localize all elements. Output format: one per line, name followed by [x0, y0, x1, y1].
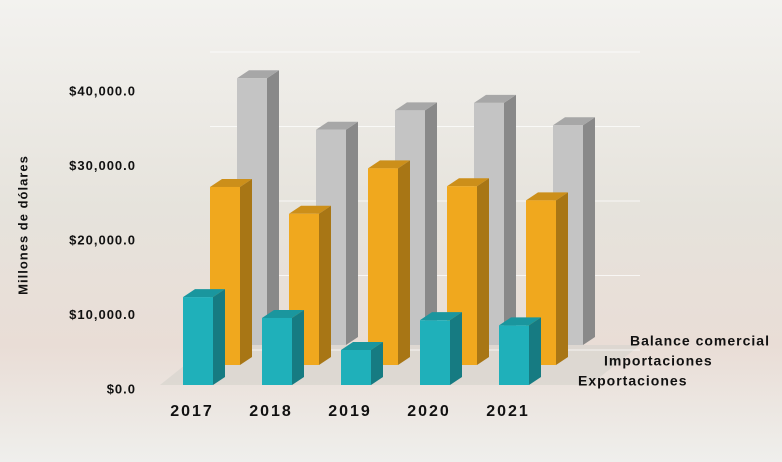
y-tick-label: $30,000.0 — [69, 158, 136, 173]
bar-top — [341, 341, 383, 350]
y-tick-label: $40,000.0 — [69, 83, 136, 98]
bar-side — [319, 205, 331, 365]
bar-top — [316, 121, 358, 130]
bar-top — [368, 160, 410, 169]
y-tick-label: $20,000.0 — [69, 232, 136, 247]
bar — [341, 349, 371, 385]
legend-label: Balance comercial — [630, 333, 770, 349]
bar-side — [346, 121, 358, 345]
bar-side — [267, 70, 279, 345]
bar-side — [398, 160, 410, 365]
bar-side — [213, 289, 225, 385]
bar-top — [262, 309, 304, 318]
bar-top — [526, 192, 568, 201]
bar — [368, 168, 398, 365]
bar-side — [556, 192, 568, 365]
bar-side — [240, 178, 252, 365]
x-tick-label: 2019 — [328, 403, 372, 420]
bar-side — [477, 178, 489, 365]
bar-top — [553, 117, 595, 126]
x-tick-label: 2018 — [249, 403, 293, 420]
bar-top — [447, 178, 489, 187]
bar-side — [450, 312, 462, 385]
bar-side — [425, 102, 437, 345]
bar — [420, 320, 450, 385]
bar-side — [583, 117, 595, 345]
bar — [262, 317, 292, 385]
x-tick-label: 2021 — [486, 403, 530, 420]
bar-side — [371, 341, 383, 385]
y-tick-label: $10,000.0 — [69, 307, 136, 322]
bar-side — [504, 94, 516, 345]
legend-label: Importaciones — [604, 353, 713, 369]
bar-top — [237, 70, 279, 79]
x-tick-label: 2020 — [407, 403, 451, 420]
bar-side — [292, 309, 304, 385]
bar-side — [529, 317, 541, 385]
x-tick-label: 2017 — [170, 403, 214, 420]
bar — [183, 297, 213, 385]
bar-top — [210, 178, 252, 187]
bar-top — [395, 102, 437, 111]
bar-top — [289, 205, 331, 214]
bar-top — [474, 94, 516, 103]
bar — [499, 325, 529, 385]
bar-top — [183, 289, 225, 298]
y-tick-label: $0.0 — [107, 381, 136, 396]
y-axis-label: Millones de dólares — [15, 155, 30, 295]
bar-top — [499, 317, 541, 326]
bar-top — [420, 312, 462, 321]
legend-label: Exportaciones — [578, 373, 687, 389]
